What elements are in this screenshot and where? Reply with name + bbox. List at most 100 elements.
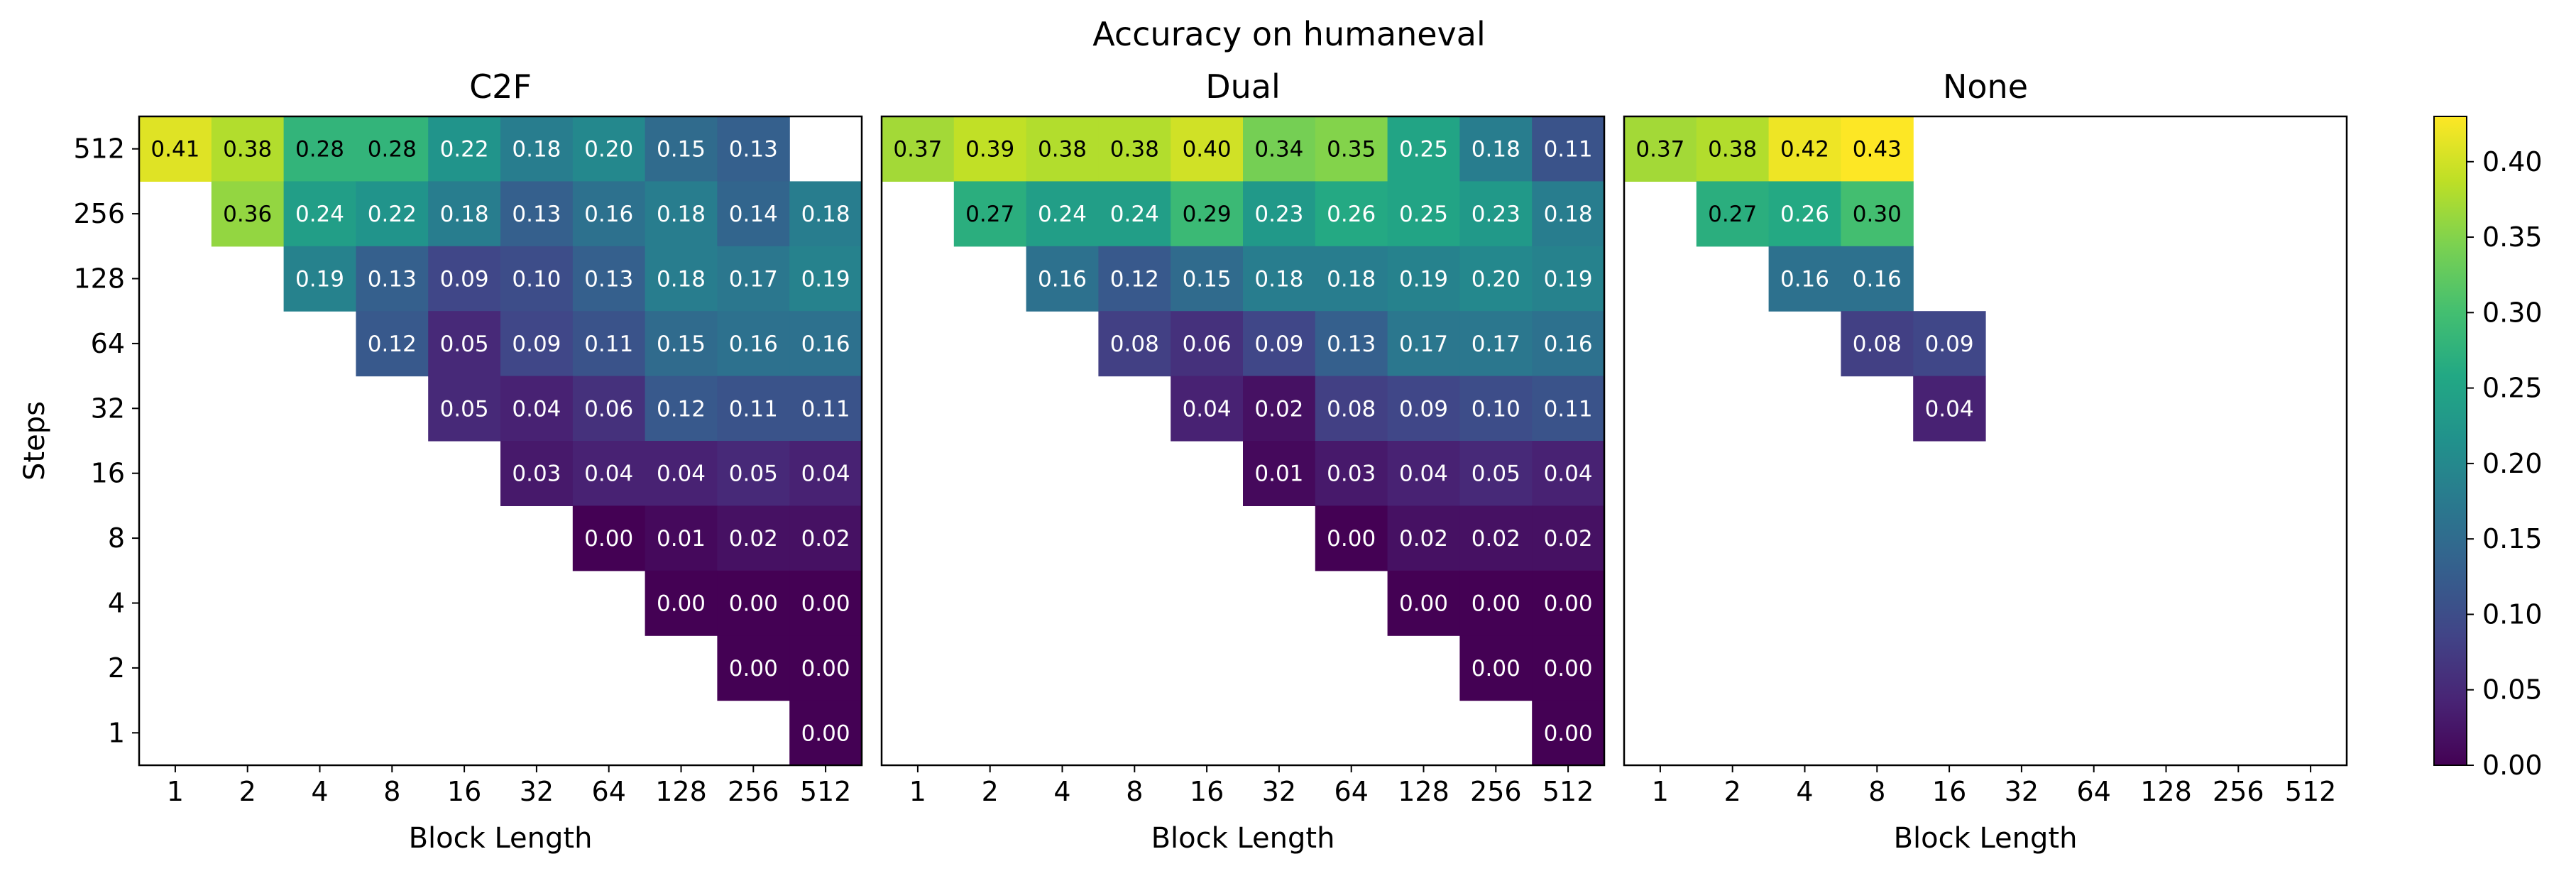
heatmap-cell <box>789 505 862 571</box>
cell-value-label: 0.11 <box>801 396 850 422</box>
cell-value-label: 0.38 <box>1110 137 1159 163</box>
heatmap-cell <box>1768 246 1841 312</box>
heatmap-cell <box>1243 116 1316 182</box>
cell-value-label: 0.03 <box>512 461 561 487</box>
cell-value-label: 0.25 <box>1399 202 1448 227</box>
heatmap-cell <box>645 116 718 182</box>
cell-value-label: 0.04 <box>657 461 706 487</box>
cell-value-label: 0.15 <box>657 137 706 163</box>
cell-value-label: 0.38 <box>1708 137 1757 163</box>
heatmap-cell <box>645 505 718 571</box>
heatmap-cell <box>500 246 574 312</box>
heatmap-cell <box>789 246 862 312</box>
heatmap-cell <box>1026 181 1099 247</box>
cell-value-label: 0.06 <box>584 396 633 422</box>
x-tick-label: 128 <box>655 776 707 807</box>
x-tick-label: 64 <box>592 776 626 807</box>
cell-value-label: 0.25 <box>1399 137 1448 163</box>
x-tick-label: 16 <box>1190 776 1224 807</box>
cell-value-label: 0.00 <box>801 591 850 617</box>
cell-value-label: 0.01 <box>657 526 706 552</box>
cell-value-label: 0.18 <box>1254 267 1303 292</box>
cell-value-label: 0.38 <box>223 137 272 163</box>
heatmap-cell <box>1387 505 1460 571</box>
cell-value-label: 0.27 <box>1708 202 1757 227</box>
cell-value-label: 0.43 <box>1853 137 1902 163</box>
cell-value-label: 0.02 <box>1254 396 1303 422</box>
heatmap-cell <box>211 181 285 247</box>
heatmap-cell <box>1243 441 1316 506</box>
cell-value-label: 0.08 <box>1110 332 1159 357</box>
x-tick-label: 16 <box>447 776 481 807</box>
cell-value-label: 0.04 <box>1544 461 1593 487</box>
heatmap-cell <box>356 116 429 182</box>
cell-value-label: 0.17 <box>1399 332 1448 357</box>
heatmap-cell <box>789 441 862 506</box>
heatmap-cell <box>953 181 1027 247</box>
heatmap-cell <box>1171 181 1244 247</box>
heatmap-cell <box>789 635 862 701</box>
heatmap-cell <box>1098 311 1171 377</box>
cell-value-label: 0.09 <box>1254 332 1303 357</box>
heatmap-cell <box>717 635 790 701</box>
heatmap-cell <box>356 311 429 377</box>
heatmap-cell <box>1532 700 1605 766</box>
heatmap-cell <box>356 181 429 247</box>
x-tick-label: 256 <box>728 776 779 807</box>
cell-value-label: 0.22 <box>368 202 417 227</box>
cell-value-label: 0.15 <box>657 332 706 357</box>
cell-value-label: 0.12 <box>368 332 417 357</box>
heatmap-cell <box>1841 246 1914 312</box>
heatmap-cell <box>428 116 501 182</box>
heatmap-cell <box>1243 181 1316 247</box>
cell-value-label: 0.19 <box>1544 267 1593 292</box>
heatmap-cell <box>283 181 356 247</box>
heatmap-cell <box>500 376 574 442</box>
heatmap-cell <box>428 376 501 442</box>
x-axis-label: Block Length <box>409 822 593 855</box>
heatmap-cell <box>1459 570 1533 636</box>
cell-value-label: 0.27 <box>965 202 1014 227</box>
cell-value-label: 0.24 <box>1038 202 1087 227</box>
cell-value-label: 0.18 <box>657 267 706 292</box>
cell-value-label: 0.10 <box>512 267 561 292</box>
heatmap-cell <box>1532 635 1605 701</box>
cell-value-label: 0.00 <box>801 721 850 746</box>
heatmap-cell <box>717 441 790 506</box>
x-tick-label: 4 <box>311 776 328 807</box>
heatmap-cell <box>428 311 501 377</box>
heatmap-cell <box>789 376 862 442</box>
cell-value-label: 0.00 <box>801 656 850 681</box>
heatmap-cell <box>1315 441 1388 506</box>
cell-value-label: 0.16 <box>584 202 633 227</box>
cell-value-label: 0.18 <box>1327 267 1376 292</box>
heatmap-cell <box>1315 505 1388 571</box>
y-axis-label: Steps <box>18 401 51 481</box>
heatmap-cell <box>1913 376 1986 442</box>
colorbar: 0.00 0.05 0.10 0.15 0.20 0.25 0.30 0.35 0.40 <box>2433 116 2543 781</box>
cell-value-label: 0.38 <box>1038 137 1087 163</box>
cell-value-label: 0.04 <box>1399 461 1448 487</box>
cell-value-label: 0.09 <box>440 267 489 292</box>
cell-value-label: 0.08 <box>1853 332 1902 357</box>
heatmap-cell <box>500 181 574 247</box>
heatmap-cell <box>645 570 718 636</box>
cell-value-label: 0.00 <box>1399 591 1448 617</box>
heatmap-cell <box>717 181 790 247</box>
heatmap-cell <box>1913 311 1986 377</box>
heatmap-cell <box>1532 181 1605 247</box>
heatmap-cell <box>1841 311 1914 377</box>
heatmap-cell <box>1532 570 1605 636</box>
cell-value-label: 0.00 <box>1544 721 1593 746</box>
cell-value-label: 0.05 <box>1471 461 1520 487</box>
x-tick-label: 128 <box>1398 776 1449 807</box>
x-tick-label: 1 <box>1652 776 1669 807</box>
colorbar-tick-label: 0.25 <box>2482 373 2543 404</box>
heatmap-cell <box>572 441 646 506</box>
cell-value-label: 0.28 <box>368 137 417 163</box>
cell-value-label: 0.34 <box>1254 137 1303 163</box>
y-tick-label: 16 <box>91 458 125 489</box>
heatmap-cell <box>1315 246 1388 312</box>
heatmap-cell <box>1387 181 1460 247</box>
cell-value-label: 0.17 <box>1471 332 1520 357</box>
